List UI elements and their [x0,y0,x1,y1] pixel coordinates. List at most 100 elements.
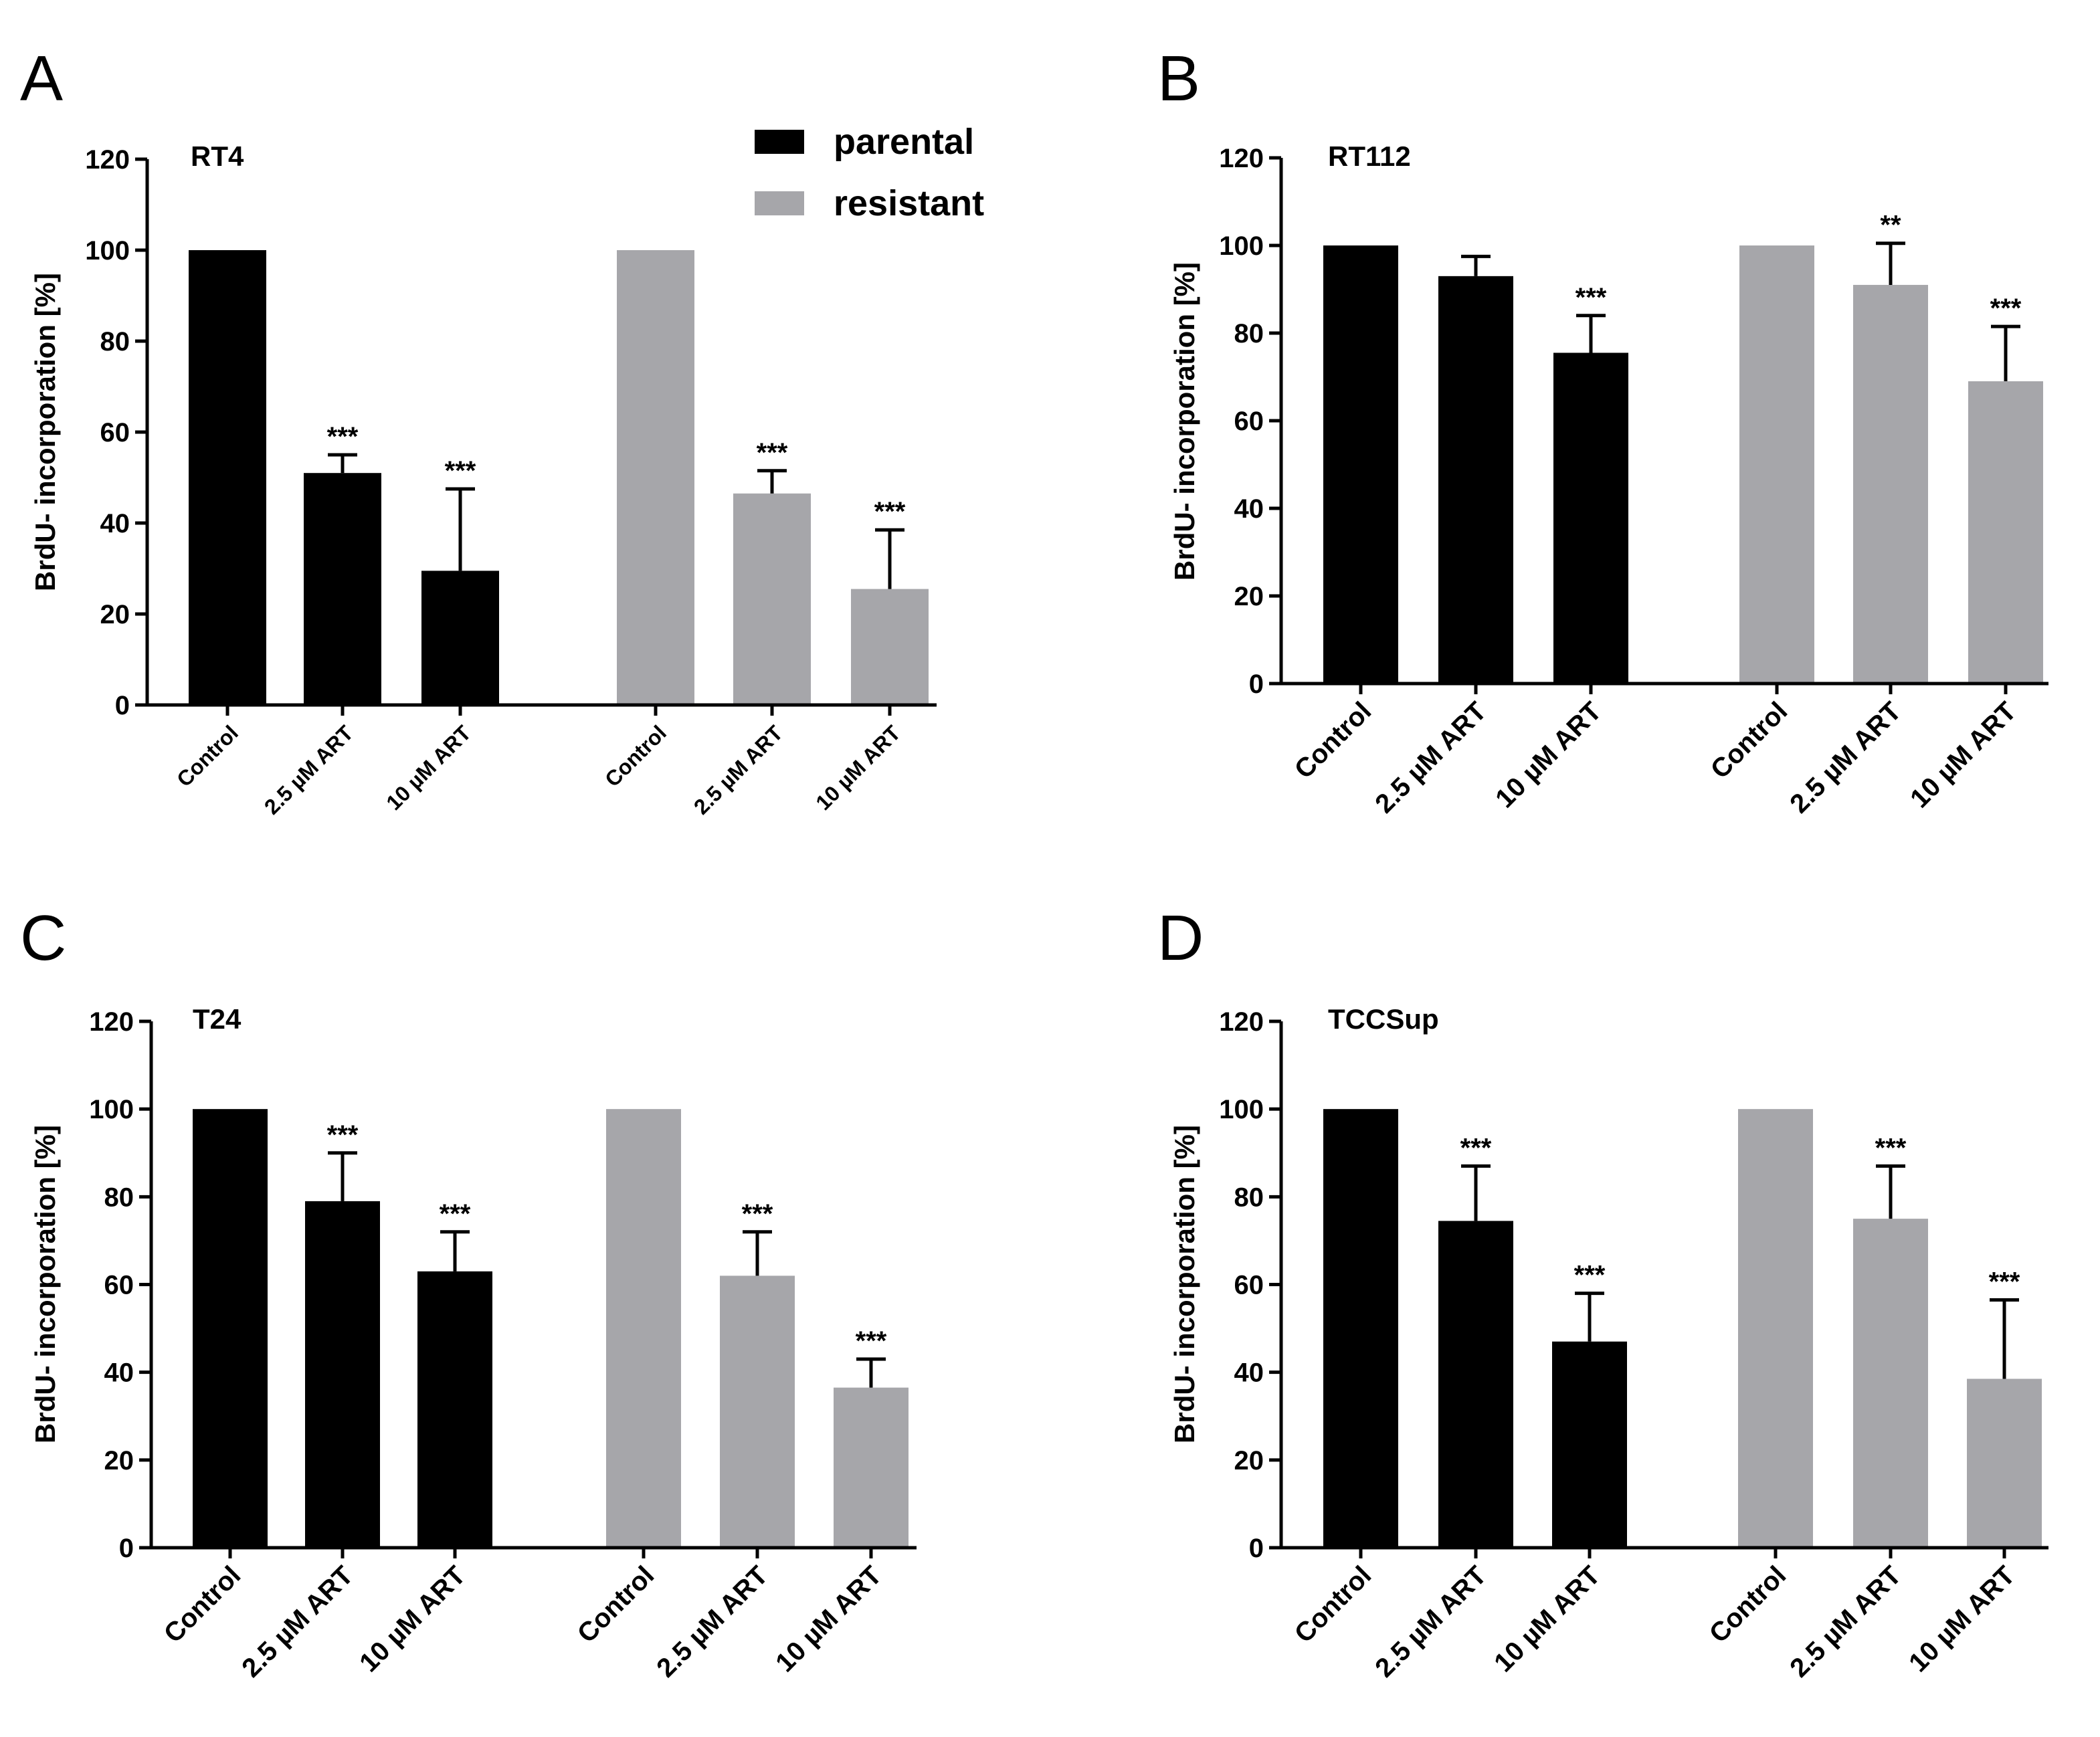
y-tick-label: 100 [1219,231,1264,261]
y-tick-label: 20 [100,600,130,629]
x-tick-label: 10 µM ART [770,1560,887,1677]
bar-resistant-3 [1968,381,2043,684]
y-tick-label: 60 [1234,1271,1264,1300]
significance-label: ** [1880,211,1901,240]
significance-label: *** [856,1326,887,1356]
x-tick-label: 2.5 µM ART [1369,1560,1492,1683]
significance-label: *** [440,1199,471,1229]
x-tick-label: 2.5 µM ART [260,720,358,819]
significance-label: *** [327,1120,359,1150]
significance-label: *** [327,422,359,451]
y-tick-label: 120 [1219,144,1264,173]
panel-letter: A [20,43,63,114]
x-tick-label: 10 µM ART [1490,696,1607,813]
significance-label: *** [1460,1133,1492,1162]
y-tick-label: 60 [100,418,130,447]
significance-label: *** [757,438,788,468]
legend-swatch-parental [755,130,804,154]
bar-parental-3 [421,571,499,705]
significance-label: *** [1989,1267,2020,1296]
y-tick-label: 60 [1234,407,1264,436]
panel-letter: B [1157,43,1200,114]
significance-label: *** [1574,1261,1606,1290]
chart-title: T24 [193,1003,242,1035]
y-tick-label: 60 [104,1271,134,1300]
y-tick-label: 120 [85,145,130,175]
x-tick-label: 2.5 µM ART [236,1560,359,1683]
bar-resistant-2 [1853,1219,1928,1548]
bar-parental-2 [1438,276,1513,684]
bar-parental-2 [1438,1221,1513,1548]
significance-label: *** [1875,1133,1907,1162]
y-tick-label: 20 [104,1446,134,1475]
significance-label: *** [1576,283,1607,312]
y-tick-label: 0 [1249,670,1264,699]
x-tick-label: Control [1289,696,1377,785]
x-tick-label: 2.5 µM ART [1369,696,1492,819]
y-tick-label: 40 [1234,1358,1264,1388]
x-tick-label: 10 µM ART [1905,696,2022,813]
y-tick-label: 80 [104,1183,134,1212]
panel-d: D TCCSup BrdU- incorporation [%] Control ***… [1157,902,2048,1683]
y-tick-label: 0 [1249,1534,1264,1563]
y-tick-label: 20 [1234,582,1264,611]
bar-resistant-3 [834,1387,909,1548]
x-tick-label: 2.5 µM ART [651,1560,773,1683]
significance-label: *** [1990,294,2022,323]
chart-title: RT4 [191,140,244,172]
bar-resistant-1 [617,250,694,705]
x-tick-label: 10 µM ART [1489,1560,1606,1677]
bar-resistant-3 [1967,1378,2042,1548]
bar-parental-1 [193,1109,268,1548]
bar-parental-2 [304,473,381,705]
significance-label: *** [874,497,906,526]
panel-letter: D [1157,902,1204,974]
x-tick-label: Control [172,720,243,791]
legend-label-resistant: resistant [834,183,984,223]
y-tick-label: 0 [115,691,130,720]
x-tick-label: 2.5 µM ART [1784,696,1907,819]
bar-parental-1 [189,250,266,705]
y-tick-label: 20 [1234,1446,1264,1475]
y-tick-label: 80 [100,327,130,356]
y-tick-label: 0 [119,1534,134,1563]
bar-parental-3 [417,1271,492,1548]
x-tick-label: Control [572,1560,660,1649]
bar-parental-3 [1552,1341,1627,1548]
panel-letter: C [20,902,66,974]
x-tick-label: 10 µM ART [1903,1560,2020,1677]
x-tick-label: Control [1704,1560,1792,1649]
bar-resistant-3 [851,589,929,705]
bar-resistant-2 [733,493,811,705]
bar-resistant-1 [1738,1109,1813,1548]
chart-title: RT112 [1328,140,1411,172]
bar-resistant-2 [720,1275,795,1548]
bar-resistant-2 [1853,284,1928,684]
y-axis-label: BrdU- incorporation [%] [1169,262,1200,581]
x-tick-label: 2.5 µM ART [1784,1560,1907,1683]
y-tick-label: 40 [1234,494,1264,524]
y-tick-label: 100 [89,1095,134,1124]
x-tick-label: Control [600,720,671,791]
chart-title: TCCSup [1328,1003,1439,1035]
bar-resistant-1 [1739,245,1814,684]
legend-swatch-resistant [755,191,804,215]
x-tick-label: Control [1289,1560,1377,1649]
y-tick-label: 120 [1219,1007,1264,1037]
x-tick-label: Control [1705,696,1794,785]
x-tick-label: 10 µM ART [381,720,476,815]
panel-c: C T24 BrdU- incorporation [%] Control *** 2.5… [20,902,917,1683]
y-tick-label: 100 [1219,1095,1264,1124]
legend-label-parental: parental [834,122,974,162]
bar-parental-3 [1553,352,1628,684]
bar-parental-1 [1323,245,1398,684]
bar-parental-2 [305,1201,380,1548]
y-tick-label: 100 [85,236,130,266]
y-axis-label: BrdU- incorporation [%] [29,1125,61,1443]
significance-label: *** [445,456,476,486]
x-tick-label: 2.5 µM ART [689,720,787,819]
legend: parental resistant [755,122,984,223]
bar-parental-1 [1323,1109,1398,1548]
